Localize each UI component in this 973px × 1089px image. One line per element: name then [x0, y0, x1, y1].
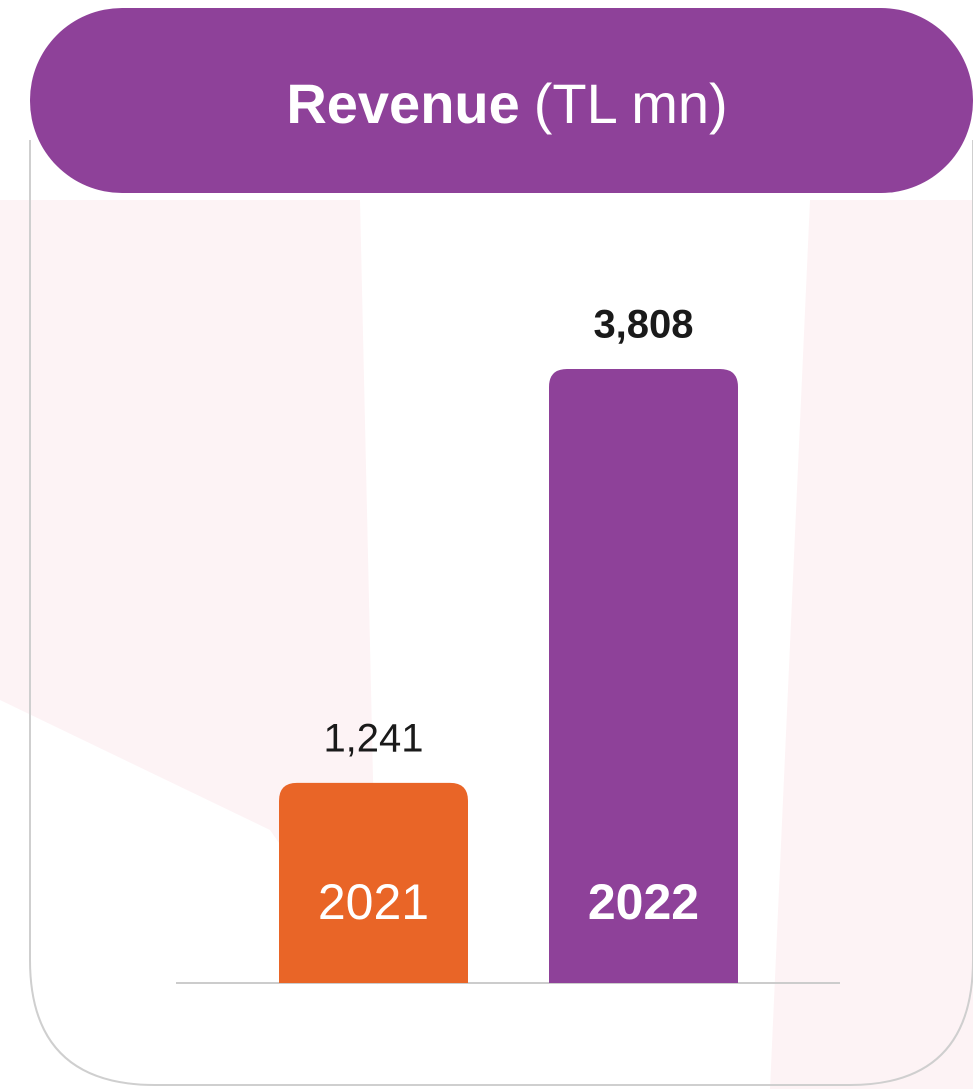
category-label: 2021	[318, 874, 429, 930]
chart-title: Revenue (TL mn)	[286, 72, 727, 135]
background-shape	[770, 200, 973, 1089]
category-label: 2022	[588, 874, 699, 930]
value-label: 3,808	[593, 303, 693, 347]
bar	[549, 369, 738, 983]
card-border	[29, 140, 973, 1086]
bar	[279, 782, 468, 983]
title-main: Revenue	[286, 72, 519, 135]
title-unit: (TL mn)	[534, 72, 728, 135]
value-label: 1,241	[323, 716, 423, 760]
header-pill	[30, 8, 973, 193]
background-shape	[0, 700, 450, 1089]
